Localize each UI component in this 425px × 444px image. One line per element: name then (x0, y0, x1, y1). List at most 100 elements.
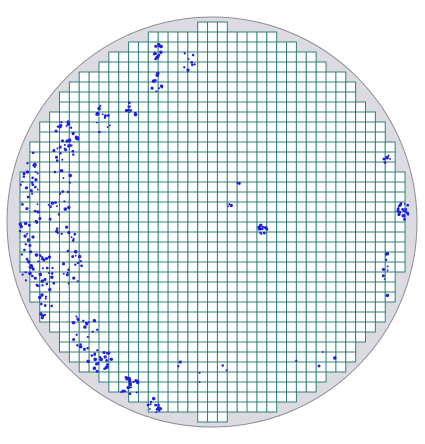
defect-point (31, 176, 34, 180)
die-cell (88, 331, 100, 343)
die-cell (315, 301, 327, 313)
die-cell (207, 291, 218, 303)
die-cell (226, 301, 238, 313)
die-cell (128, 261, 139, 273)
die-cell (236, 221, 248, 233)
die-cell (108, 381, 120, 393)
defect-point (78, 344, 83, 349)
defect-point (178, 360, 182, 364)
die-cell (187, 171, 199, 183)
die-cell (157, 131, 169, 143)
die-cell (157, 111, 169, 123)
die-cell (187, 91, 199, 103)
die-cell (118, 331, 130, 343)
die-cell (88, 171, 100, 183)
die-cell (355, 101, 367, 113)
defect-point (61, 190, 65, 193)
die-cell (216, 321, 228, 333)
die-cell (365, 221, 376, 233)
die-cell (177, 191, 189, 203)
die-cell (345, 81, 357, 93)
die-cell (98, 341, 110, 353)
defect-point (67, 268, 70, 272)
die-cell (315, 341, 327, 353)
die-cell (266, 61, 278, 73)
die-cell (276, 101, 288, 113)
die-cell (187, 311, 199, 323)
die-cell (98, 311, 110, 323)
die-cell (335, 331, 347, 343)
die-cell (345, 241, 357, 253)
die-cell (108, 321, 120, 333)
die-cell (157, 61, 169, 73)
die-cell (118, 61, 130, 73)
defect-point (40, 302, 43, 306)
die-cell (108, 141, 120, 153)
die-cell (167, 261, 179, 273)
defect-point (34, 178, 38, 182)
die-cell (167, 181, 179, 193)
defect-point (79, 343, 82, 346)
die-cell (246, 331, 258, 343)
die-cell (256, 211, 268, 223)
die-cell (108, 61, 120, 73)
die-cell (384, 291, 396, 303)
defect-point (50, 201, 55, 205)
defect-point (385, 258, 388, 262)
die-cell (246, 261, 258, 273)
die-cell (68, 81, 80, 93)
die-cell (276, 351, 288, 363)
die-cell (98, 91, 110, 103)
die-cell (216, 181, 228, 193)
die-cell (335, 211, 347, 223)
defect-point (159, 50, 162, 53)
die-cell (266, 231, 278, 243)
defect-point (67, 205, 71, 210)
die-cell (157, 331, 169, 343)
defect-point (55, 159, 59, 162)
die-cell (226, 191, 238, 203)
die-cell (197, 161, 209, 173)
die-cell (108, 151, 120, 163)
die-cell (305, 101, 317, 113)
defect-point (22, 175, 26, 178)
die-cell (78, 191, 90, 203)
die-cell (216, 161, 228, 173)
defect-point (38, 272, 43, 277)
die-cell (236, 61, 248, 73)
die-cell (167, 121, 179, 133)
die-cell (295, 251, 307, 263)
die-cell (167, 371, 179, 383)
die-cell (78, 121, 90, 133)
die-cell (226, 311, 238, 323)
die-cell (266, 51, 278, 63)
die-cell (286, 281, 297, 293)
die-cell (246, 251, 258, 263)
die-cell (236, 81, 248, 93)
die-cell (226, 141, 238, 153)
die-cell (305, 341, 317, 353)
die-cell (187, 201, 199, 213)
die-cell (157, 151, 169, 163)
die-cell (286, 41, 297, 53)
die-cell (236, 191, 248, 203)
die-cell (108, 251, 120, 263)
defect-point (96, 328, 99, 331)
defect-point (60, 121, 63, 124)
die-cell (137, 161, 149, 173)
die-cell (374, 281, 386, 293)
die-cell (315, 211, 327, 223)
die-cell (236, 321, 248, 333)
die-cell (68, 161, 80, 173)
die-cell (187, 321, 199, 333)
die-cell (108, 341, 120, 353)
defect-point (261, 225, 265, 229)
die-cell (207, 101, 218, 113)
die-cell (365, 301, 376, 313)
die-cell (276, 311, 288, 323)
die-cell (355, 331, 367, 343)
die-cell (197, 181, 209, 193)
die-cell (295, 221, 307, 233)
die-cell (177, 251, 189, 263)
die-cell (197, 51, 209, 63)
